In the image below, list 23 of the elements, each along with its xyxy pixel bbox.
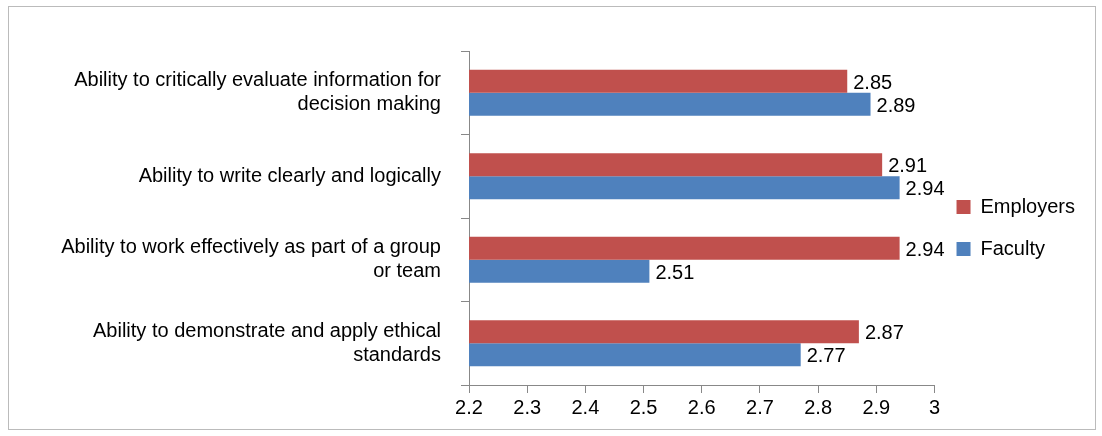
x-tick-label: 2.9 bbox=[862, 395, 891, 418]
y-tick-label: Ability to critically evaluate information for decision making bbox=[74, 68, 442, 115]
data-label: 2.87 bbox=[864, 321, 904, 344]
x-tick-label: 2.8 bbox=[804, 395, 833, 418]
y-tick-label: Ability to write clearly and logically bbox=[138, 163, 441, 186]
x-tick-label: 2.2 bbox=[455, 395, 483, 418]
legend-label: Employers bbox=[980, 194, 1076, 217]
data-label: 2.94 bbox=[905, 177, 945, 200]
x-tick-label: 2.6 bbox=[687, 395, 716, 418]
data-label: 2.91 bbox=[888, 154, 928, 177]
data-label: 2.85 bbox=[853, 70, 893, 93]
data-label: 2.94 bbox=[905, 237, 945, 260]
data-label: 2.51 bbox=[655, 260, 695, 283]
y-tick-label: Ability to demonstrate and apply ethical standards bbox=[93, 318, 441, 365]
x-tick-label: 2.3 bbox=[513, 395, 542, 418]
x-tick-label: 2.7 bbox=[746, 395, 774, 418]
x-tick-label: 2.5 bbox=[629, 395, 658, 418]
y-tick-label: Ability to work effectively as part of a group or team bbox=[61, 235, 441, 282]
data-label: 2.89 bbox=[876, 93, 916, 116]
x-tick-label: 2.4 bbox=[571, 395, 600, 418]
legend-label: Faculty bbox=[980, 236, 1045, 259]
x-tick-label: 3 bbox=[928, 395, 941, 418]
data-label: 2.77 bbox=[806, 344, 846, 367]
